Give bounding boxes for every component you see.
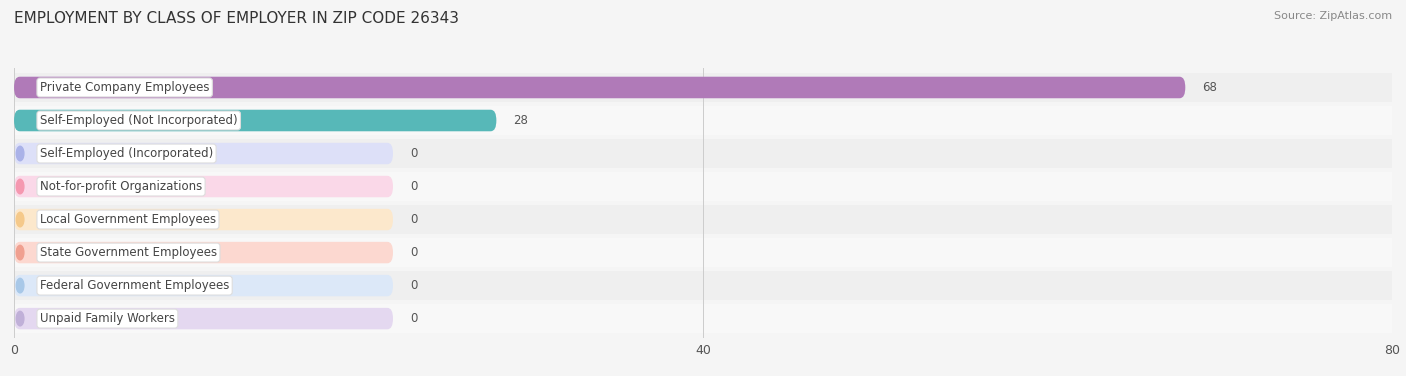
- FancyBboxPatch shape: [14, 275, 394, 296]
- Text: Federal Government Employees: Federal Government Employees: [39, 279, 229, 292]
- FancyBboxPatch shape: [14, 242, 394, 263]
- FancyBboxPatch shape: [14, 77, 1185, 98]
- Bar: [14, 106, 1392, 135]
- Text: Not-for-profit Organizations: Not-for-profit Organizations: [39, 180, 202, 193]
- Text: Local Government Employees: Local Government Employees: [39, 213, 217, 226]
- Circle shape: [17, 245, 24, 260]
- Bar: [14, 139, 1392, 168]
- Text: Self-Employed (Incorporated): Self-Employed (Incorporated): [39, 147, 214, 160]
- FancyBboxPatch shape: [14, 209, 394, 230]
- Circle shape: [17, 113, 24, 128]
- Bar: [14, 304, 1392, 333]
- Text: 0: 0: [411, 246, 418, 259]
- Bar: [14, 172, 1392, 201]
- Text: 28: 28: [513, 114, 529, 127]
- Circle shape: [17, 146, 24, 161]
- Text: 68: 68: [1202, 81, 1218, 94]
- FancyBboxPatch shape: [14, 110, 496, 131]
- Text: 0: 0: [411, 147, 418, 160]
- Bar: [14, 271, 1392, 300]
- Circle shape: [17, 179, 24, 194]
- Text: 0: 0: [411, 279, 418, 292]
- Text: Unpaid Family Workers: Unpaid Family Workers: [39, 312, 174, 325]
- FancyBboxPatch shape: [14, 308, 394, 329]
- Text: Self-Employed (Not Incorporated): Self-Employed (Not Incorporated): [39, 114, 238, 127]
- Circle shape: [17, 311, 24, 326]
- Circle shape: [17, 212, 24, 227]
- FancyBboxPatch shape: [14, 110, 496, 131]
- Circle shape: [17, 278, 24, 293]
- Bar: [14, 73, 1392, 102]
- FancyBboxPatch shape: [14, 77, 1185, 98]
- Bar: [14, 205, 1392, 234]
- Text: 0: 0: [411, 213, 418, 226]
- Text: Private Company Employees: Private Company Employees: [39, 81, 209, 94]
- Text: 0: 0: [411, 312, 418, 325]
- Circle shape: [17, 80, 24, 95]
- FancyBboxPatch shape: [14, 176, 394, 197]
- Text: 0: 0: [411, 180, 418, 193]
- Bar: [14, 238, 1392, 267]
- Text: EMPLOYMENT BY CLASS OF EMPLOYER IN ZIP CODE 26343: EMPLOYMENT BY CLASS OF EMPLOYER IN ZIP C…: [14, 11, 460, 26]
- Text: State Government Employees: State Government Employees: [39, 246, 217, 259]
- FancyBboxPatch shape: [14, 143, 394, 164]
- Text: Source: ZipAtlas.com: Source: ZipAtlas.com: [1274, 11, 1392, 21]
